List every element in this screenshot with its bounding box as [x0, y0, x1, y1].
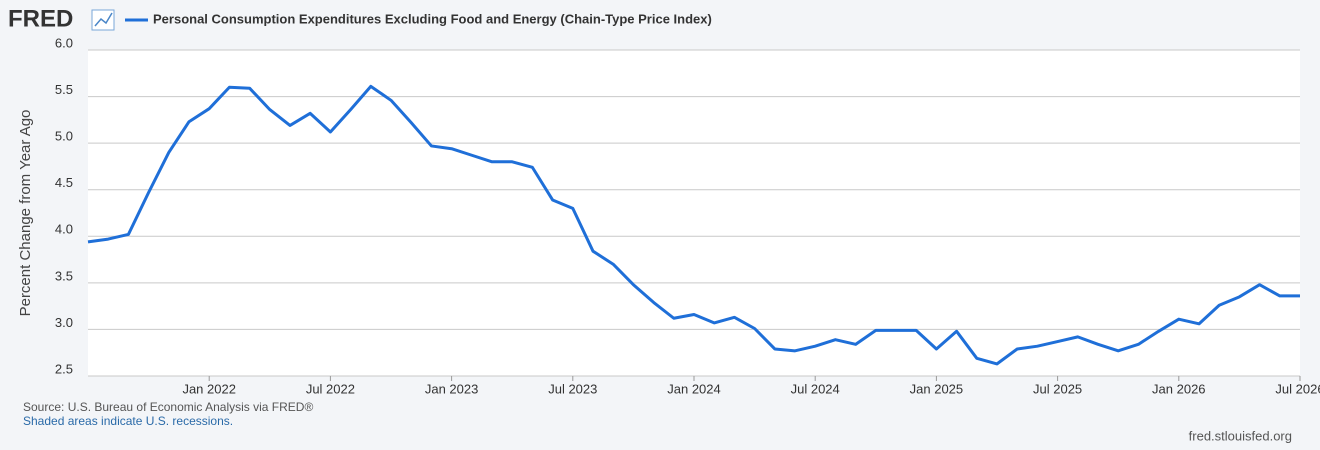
legend-label: Personal Consumption Expenditures Exclud…	[153, 11, 712, 26]
logo-icon	[91, 9, 115, 31]
x-tick-label: Jan 2024	[667, 381, 721, 396]
x-tick-label: Jan 2022	[182, 381, 236, 396]
x-tick-label: Jan 2025	[910, 381, 964, 396]
site-url: fred.stlouisfed.org	[1189, 428, 1292, 443]
y-tick-label: 4.0	[55, 222, 73, 237]
y-tick-label: 5.5	[55, 82, 73, 97]
x-tick-label: Jul 2026	[1275, 381, 1320, 396]
y-tick-label: 5.0	[55, 129, 73, 144]
x-tick-label: Jul 2023	[548, 381, 597, 396]
plot-area	[88, 50, 1300, 376]
recession-note: Shaded areas indicate U.S. recessions.	[23, 414, 233, 428]
x-tick-label: Jan 2023	[425, 381, 479, 396]
y-tick-label: 3.0	[55, 315, 73, 330]
y-tick-label: 4.5	[55, 175, 73, 190]
x-tick-label: Jan 2026	[1152, 381, 1206, 396]
y-tick-label: 2.5	[55, 361, 73, 376]
series-line	[87, 84, 1300, 366]
y-tick-label: 3.5	[55, 268, 73, 283]
source-note: Source: U.S. Bureau of Economic Analysis…	[23, 400, 313, 414]
x-tick-label: Jul 2022	[306, 381, 355, 396]
brand-logo: FRED	[8, 5, 73, 32]
y-tick-label: 6.0	[55, 35, 73, 50]
x-tick-label: Jul 2025	[1033, 381, 1082, 396]
y-axis-title: Percent Change from Year Ago	[17, 110, 34, 317]
x-tick-label: Jul 2024	[791, 381, 840, 396]
